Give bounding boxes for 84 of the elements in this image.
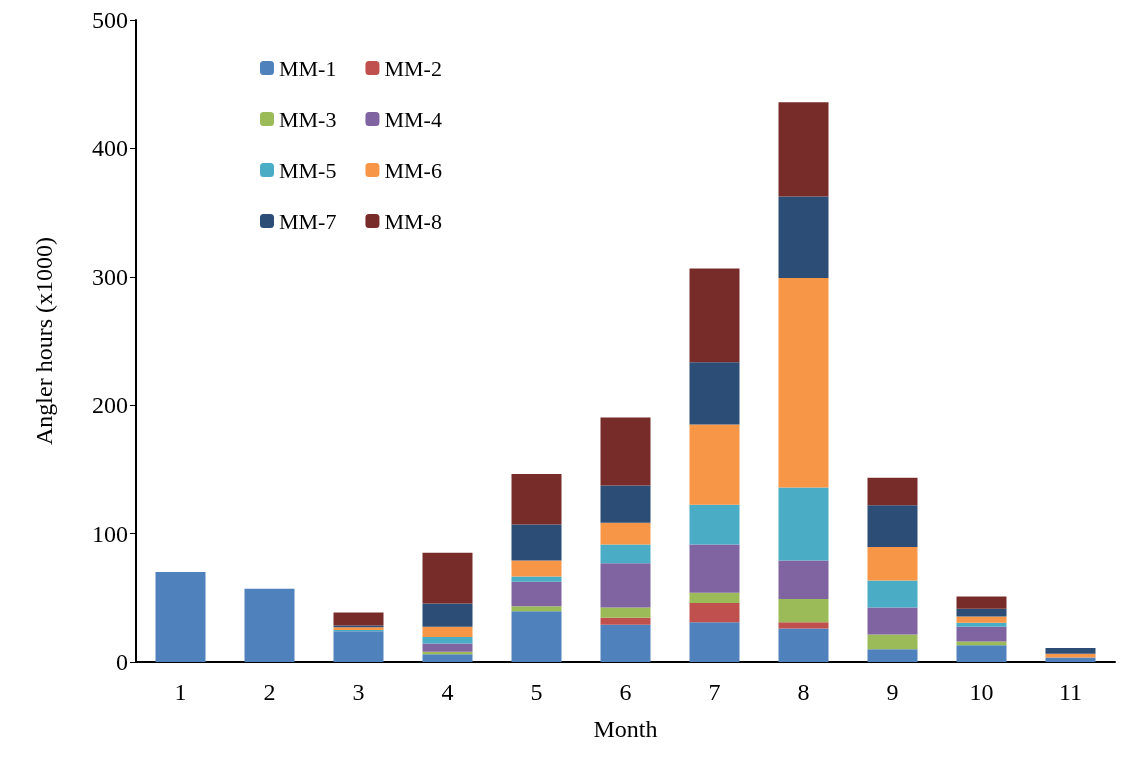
legend-label: MM-8 — [384, 208, 442, 234]
y-tick-label: 200 — [92, 392, 128, 419]
bar — [867, 477, 918, 506]
bar — [956, 616, 1007, 623]
bar — [689, 602, 740, 623]
y-tick-label: 300 — [92, 263, 128, 290]
bar — [333, 631, 384, 662]
bar — [956, 622, 1007, 627]
bar — [600, 607, 651, 618]
bar — [422, 626, 473, 637]
bar — [867, 634, 918, 650]
bar — [689, 504, 740, 545]
x-tick-label: 5 — [530, 679, 543, 705]
bar — [778, 278, 829, 488]
bar — [511, 581, 562, 607]
bar — [511, 473, 562, 525]
x-tick-label: 6 — [619, 679, 632, 705]
bar — [511, 560, 562, 577]
bar — [600, 417, 651, 486]
bar — [956, 596, 1007, 609]
x-tick-label: 3 — [352, 679, 365, 705]
bar — [333, 612, 384, 626]
x-tick-label: 11 — [1058, 679, 1083, 705]
bar — [778, 560, 829, 600]
bar — [689, 268, 740, 363]
legend-label: MM-3 — [279, 106, 337, 132]
x-tick-label: 10 — [969, 679, 994, 705]
bar — [511, 606, 562, 612]
legend-label: MM-6 — [384, 157, 442, 183]
bar — [867, 505, 918, 548]
bar — [689, 424, 740, 505]
y-axis-title: Angler hours (x1000) — [31, 237, 57, 445]
bar — [956, 641, 1007, 646]
bar — [600, 522, 651, 545]
bar — [422, 552, 473, 604]
x-tick-label: 2 — [263, 679, 276, 705]
x-tick-label: 7 — [708, 679, 721, 705]
bar — [600, 563, 651, 608]
legend-label: MM-1 — [279, 55, 337, 81]
bar — [511, 611, 562, 662]
legend-label: MM-2 — [384, 55, 442, 81]
bar — [689, 362, 740, 425]
bar — [422, 643, 473, 652]
bar — [600, 624, 651, 662]
bar — [867, 649, 918, 662]
legend-label: MM-7 — [279, 208, 337, 234]
bar — [689, 592, 740, 603]
bar — [600, 485, 651, 523]
bar — [778, 487, 829, 561]
x-tick-label: 8 — [797, 679, 810, 705]
y-tick-label: 500 — [92, 7, 128, 33]
bar — [778, 628, 829, 662]
y-tick-label: 100 — [92, 520, 128, 547]
bar — [689, 622, 740, 662]
bar — [600, 544, 651, 564]
bar — [689, 544, 740, 593]
x-axis-title: Month — [593, 716, 658, 742]
x-tick-label: 1 — [174, 679, 187, 705]
bar — [422, 603, 473, 627]
legend-label: MM-4 — [384, 106, 442, 132]
x-tick-label: 4 — [441, 679, 454, 705]
bar — [244, 588, 295, 662]
bar — [778, 102, 829, 197]
bar — [511, 576, 562, 582]
x-tick-label: 9 — [886, 679, 899, 705]
bar — [956, 608, 1007, 617]
legend-label: MM-5 — [279, 157, 337, 183]
bar — [778, 599, 829, 623]
bar — [600, 617, 651, 625]
bar — [867, 607, 918, 635]
bar — [422, 636, 473, 644]
bar — [511, 524, 562, 561]
bar — [1045, 647, 1096, 654]
y-tick-label: 0 — [116, 649, 128, 675]
bar — [867, 547, 918, 581]
bar — [422, 654, 473, 662]
bar — [956, 626, 1007, 642]
bar — [867, 580, 918, 608]
bar — [1045, 653, 1096, 658]
bar — [778, 196, 829, 279]
bar — [155, 572, 206, 662]
bar — [778, 622, 829, 629]
bar — [956, 645, 1007, 662]
y-tick-label: 400 — [92, 135, 128, 162]
